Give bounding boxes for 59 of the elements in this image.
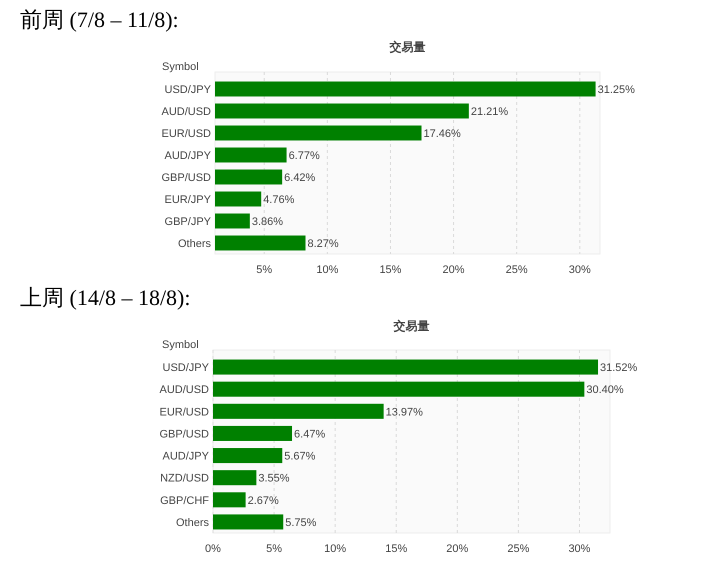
y-axis-title: Symbol [162, 61, 199, 73]
data-label: 21.21% [470, 106, 508, 118]
y-tick-label: Others [176, 516, 210, 529]
bar [213, 470, 256, 486]
y-tick-label: EUR/JPY [164, 194, 212, 206]
y-tick-label: GBP/CHF [160, 494, 210, 507]
y-tick-label: AUD/JPY [164, 150, 212, 162]
x-tick-label: 5% [266, 543, 282, 555]
x-tick-label: 25% [506, 264, 528, 276]
x-tick-label: 25% [507, 543, 530, 555]
y-tick-label: GBP/JPY [164, 216, 212, 228]
x-tick-label: 0% [205, 543, 222, 555]
data-label: 6.42% [284, 172, 316, 184]
data-label: 4.76% [263, 194, 295, 206]
y-tick-label: AUD/JPY [162, 450, 210, 463]
y-tick-label: GBP/USD [159, 428, 210, 440]
y-tick-label: Others [178, 238, 212, 250]
bar [213, 492, 246, 508]
data-label: 31.52% [600, 362, 638, 374]
y-tick-label: EUR/USD [159, 406, 210, 418]
bar [213, 426, 292, 441]
x-tick-label: 30% [568, 543, 591, 555]
data-label: 13.97% [386, 406, 424, 418]
data-label: 31.25% [598, 84, 636, 96]
data-label: 3.55% [258, 472, 290, 485]
bar [213, 514, 284, 530]
x-tick-label: 20% [442, 264, 465, 276]
y-axis-title: Symbol [162, 339, 199, 351]
bar [213, 360, 598, 375]
x-tick-label: 10% [324, 543, 346, 555]
bar [213, 404, 384, 419]
data-label: 30.40% [586, 384, 624, 396]
chart-title: 前周 (7/8 – 11/8): [20, 7, 179, 32]
x-tick-label: 5% [256, 264, 272, 276]
data-label: 2.67% [248, 494, 280, 507]
data-label: 5.67% [284, 450, 316, 463]
data-label: 3.86% [252, 216, 284, 228]
x-tick-label: 15% [379, 264, 402, 276]
chart-subtitle: 交易量 [392, 319, 430, 333]
data-label: 17.46% [424, 128, 462, 140]
y-tick-label: NZD/USD [160, 472, 210, 485]
y-tick-label: USD/JPY [162, 362, 210, 374]
chart-subtitle: 交易量 [388, 40, 426, 54]
y-tick-label: AUD/USD [161, 106, 212, 118]
x-tick-label: 10% [316, 264, 339, 276]
data-label: 6.77% [288, 150, 320, 162]
x-tick-label: 20% [446, 543, 469, 555]
y-tick-label: USD/JPY [164, 84, 212, 96]
data-label: 6.47% [294, 428, 326, 440]
y-tick-label: AUD/USD [159, 384, 210, 396]
data-label: 5.75% [285, 516, 317, 529]
data-label: 8.27% [308, 238, 339, 250]
chart-title: 上周 (14/8 – 18/8): [20, 285, 190, 310]
y-tick-label: EUR/USD [161, 128, 212, 140]
x-tick-label: 15% [385, 543, 408, 555]
y-tick-label: GBP/USD [161, 172, 212, 184]
bar [213, 448, 282, 464]
bar [213, 382, 584, 397]
x-tick-label: 30% [568, 264, 592, 276]
